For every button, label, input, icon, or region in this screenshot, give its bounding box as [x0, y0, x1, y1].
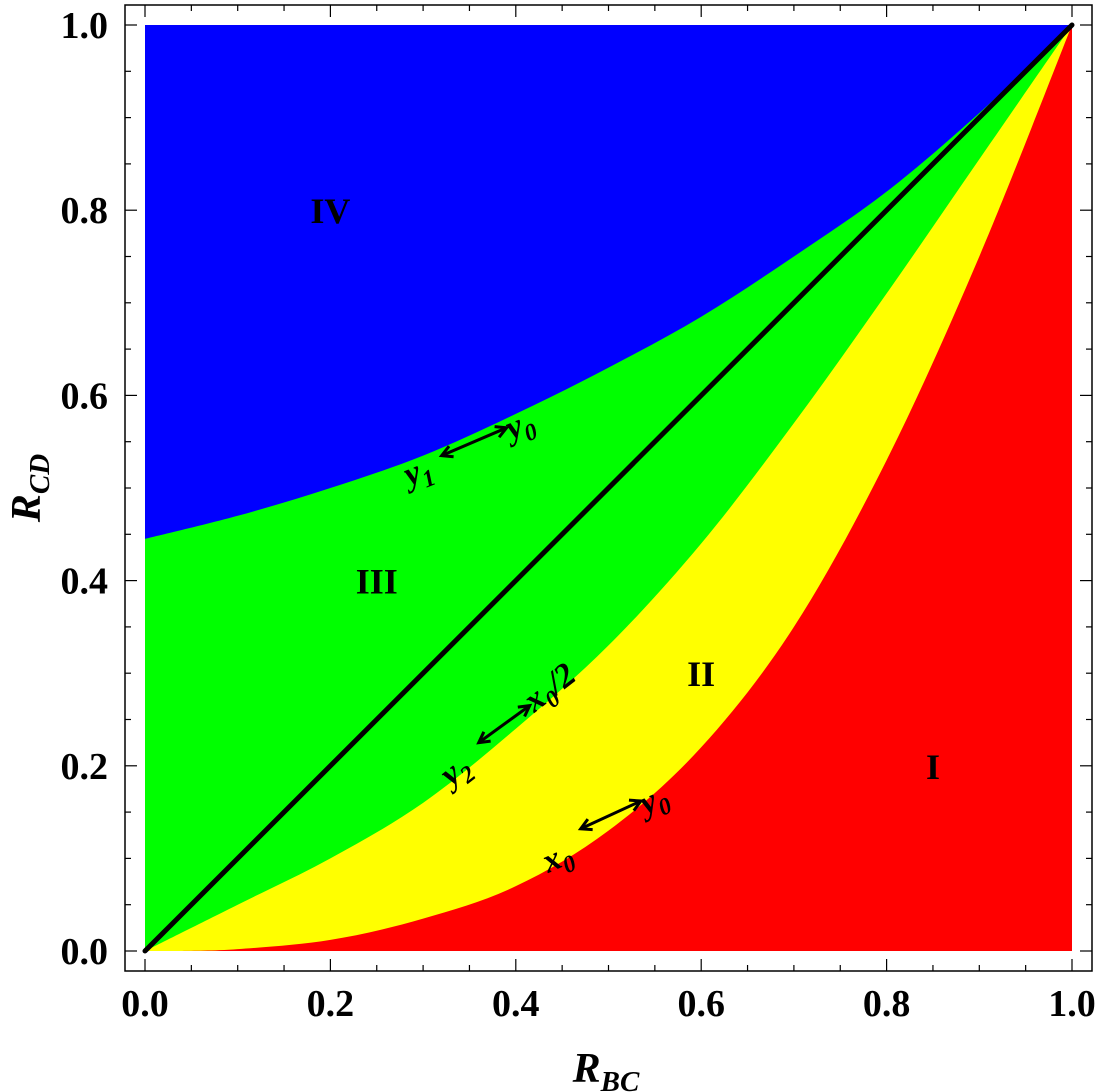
x-tick-label: 0.2	[307, 983, 355, 1025]
arrow-head	[577, 818, 593, 832]
region-IV-area	[145, 25, 1072, 539]
region-label-IV: IV	[310, 191, 350, 231]
y-axis-label: RCD	[4, 454, 56, 523]
region-label-I: I	[926, 747, 940, 787]
arrow-head	[494, 425, 510, 439]
arrow-shaft	[580, 799, 642, 831]
x-tick-label: 1.0	[1048, 983, 1096, 1025]
y-tick-label: 1.0	[61, 5, 109, 47]
arrow-head	[438, 445, 454, 459]
region-label-II: II	[687, 654, 715, 694]
arrow-head	[628, 798, 644, 812]
y-tick-label: 0.8	[61, 190, 109, 232]
arrow-shaft	[477, 704, 531, 744]
arrow-head	[476, 731, 491, 745]
x-tick-label: 0.0	[121, 983, 169, 1025]
y-tick-label: 0.2	[61, 746, 109, 788]
boundary-arrow-3	[577, 798, 644, 832]
boundary-arrow-1	[438, 425, 510, 459]
y-tick-label: 0.0	[61, 931, 109, 973]
x-tick-label: 0.4	[492, 983, 540, 1025]
y-tick-label: 0.6	[61, 375, 109, 417]
region-label-III: III	[356, 562, 398, 602]
plot-area	[142, 22, 1075, 954]
x-tick-label: 0.6	[677, 983, 725, 1025]
arrow-head	[517, 703, 533, 718]
diagonal-line	[142, 22, 1075, 954]
y-tick-label: 0.4	[61, 561, 109, 603]
axis-ticks: 0.0 0.2 0.4 0.6 0.8 1.0 0.0 0.2 0.4 0.6 0.8 1.0	[61, 5, 1096, 1025]
x-axis-label: RBC	[572, 1046, 640, 1092]
x-tick-label: 0.8	[863, 983, 911, 1025]
boundary-arrow-2	[476, 703, 533, 745]
arrow-shaft	[441, 426, 508, 457]
